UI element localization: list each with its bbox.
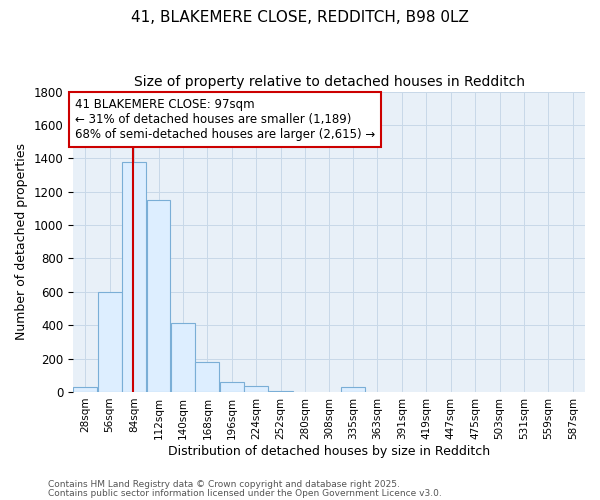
Bar [341,388,365,392]
Text: 41 BLAKEMERE CLOSE: 97sqm
← 31% of detached houses are smaller (1,189)
68% of se: 41 BLAKEMERE CLOSE: 97sqm ← 31% of detac… [75,98,375,141]
Bar [196,362,220,392]
Bar [98,292,122,392]
Text: Contains public sector information licensed under the Open Government Licence v3: Contains public sector information licen… [48,488,442,498]
Bar [269,390,293,392]
Bar [220,382,244,392]
X-axis label: Distribution of detached houses by size in Redditch: Distribution of detached houses by size … [168,444,490,458]
Bar [171,322,195,392]
Bar [244,386,268,392]
Bar [146,200,170,392]
Bar [122,162,146,392]
Title: Size of property relative to detached houses in Redditch: Size of property relative to detached ho… [134,75,524,89]
Text: 41, BLAKEMERE CLOSE, REDDITCH, B98 0LZ: 41, BLAKEMERE CLOSE, REDDITCH, B98 0LZ [131,10,469,25]
Bar [73,387,97,392]
Text: Contains HM Land Registry data © Crown copyright and database right 2025.: Contains HM Land Registry data © Crown c… [48,480,400,489]
Y-axis label: Number of detached properties: Number of detached properties [15,144,28,340]
